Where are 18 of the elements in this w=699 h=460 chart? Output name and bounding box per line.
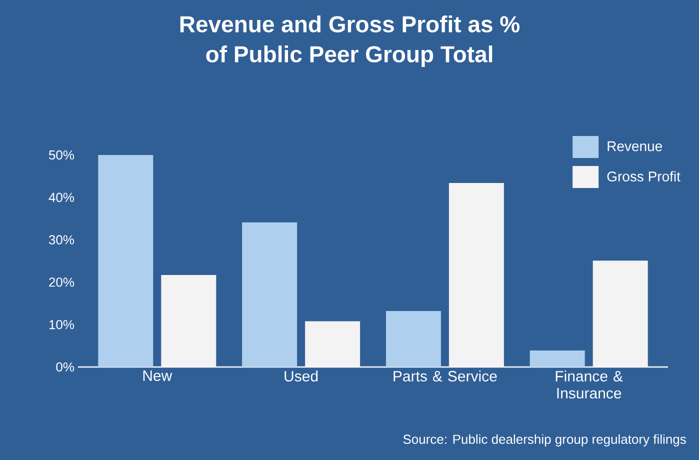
y-tick-label: 20%	[49, 278, 74, 287]
x-tick-label: Used	[284, 370, 318, 382]
chart-title: Revenue and Gross Profit as % of Public Peer Group Total	[180, 16, 520, 67]
bar	[386, 311, 441, 367]
x-tick-label: Parts & Service	[394, 370, 497, 382]
bar	[242, 222, 298, 367]
y-tick-label: 0%	[56, 362, 74, 372]
y-tick-label: 40%	[48, 192, 74, 202]
x-tick-label: Finance & Insurance	[556, 370, 623, 399]
bar	[98, 154, 154, 367]
bar	[530, 350, 585, 367]
source-note: Source: Public dealership group regulatory filings	[403, 434, 686, 446]
y-tick-label: 50%	[48, 150, 74, 160]
legend-label: Gross Profit	[607, 171, 680, 182]
y-tick-label: 30%	[48, 235, 74, 244]
x-tick-label: New	[143, 370, 172, 381]
legend-label: Revenue	[608, 141, 662, 152]
y-tick-label: 10%	[49, 320, 74, 330]
